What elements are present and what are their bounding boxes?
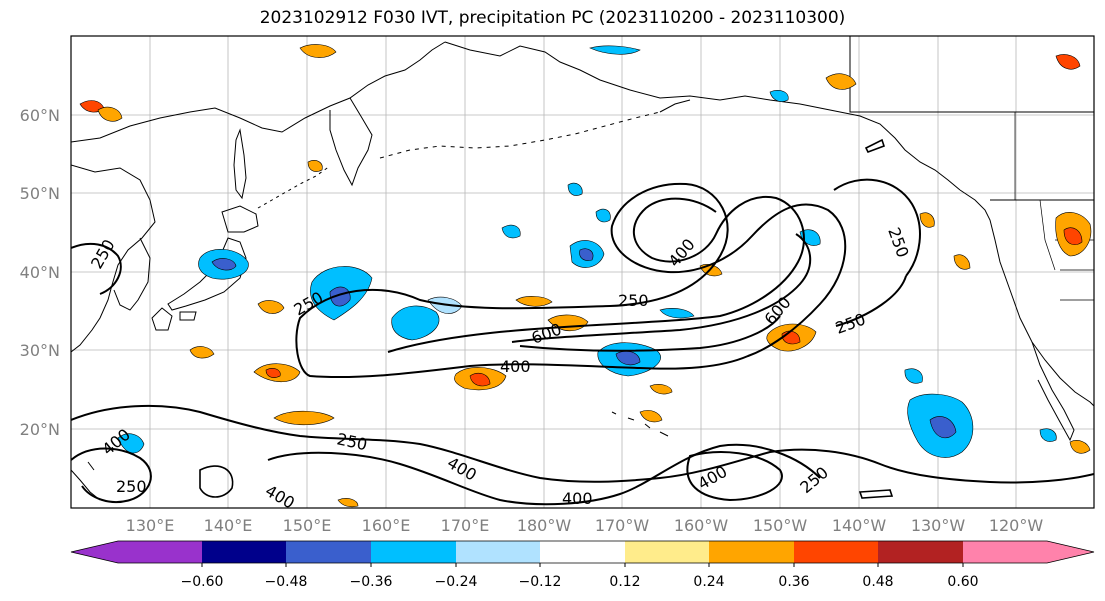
colorbar-extend-high: [1047, 541, 1094, 563]
lon-label: 160°W: [674, 516, 729, 535]
colorbar-segment: [371, 541, 456, 563]
colorbar-segment: [963, 541, 1047, 563]
lon-label: 180°W: [517, 516, 572, 535]
lat-label: 20°N: [20, 420, 60, 439]
lon-label: 140°W: [832, 516, 887, 535]
coastlines: [71, 36, 1094, 501]
colorbar-tick-labels: −0.60 −0.48 −0.36 −0.24 −0.12 0.12 0.24 …: [181, 574, 979, 590]
lon-label: 140°E: [204, 516, 253, 535]
colorbar-extend-low: [71, 541, 118, 563]
colorbar-outline: [70, 540, 1095, 564]
colorbar-tick-label: −0.36: [350, 574, 393, 590]
lon-label: 160°E: [362, 516, 411, 535]
colorbar-segment: [709, 541, 794, 563]
lat-label: 60°N: [20, 106, 60, 125]
colorbar-segment: [456, 541, 540, 563]
colorbar-segment: [286, 541, 371, 563]
lon-label: 130°W: [911, 516, 966, 535]
contour-label: 250: [618, 291, 649, 310]
colorbar-segment: [118, 541, 202, 563]
colorbar-segment: [540, 541, 625, 563]
colorbar-segment: [794, 541, 878, 563]
lon-label: 150°W: [753, 516, 808, 535]
ivt-contours: [71, 138, 1094, 506]
colorbar-tick-label: −0.12: [519, 574, 562, 590]
contour-label: 250: [116, 477, 147, 496]
colorbar-tick-label: 0.12: [609, 574, 640, 590]
contour-label: 400: [562, 489, 593, 508]
lat-label: 50°N: [20, 184, 60, 203]
lat-labels: 60°N 50°N 40°N 30°N 20°N: [20, 106, 60, 439]
lon-label: 170°W: [595, 516, 650, 535]
lat-label: 30°N: [20, 341, 60, 360]
lon-label: 150°E: [283, 516, 332, 535]
contour-label: 400: [500, 357, 531, 376]
colorbar-tick-label: −0.48: [265, 574, 308, 590]
colorbar-segment: [625, 541, 709, 563]
figure-title: 2023102912 F030 IVT, precipitation PC (2…: [259, 8, 846, 28]
lon-label: 130°E: [126, 516, 175, 535]
lon-label: 170°E: [441, 516, 490, 535]
colorbar-segment: [202, 541, 286, 563]
colorbar-tick-label: 0.36: [778, 574, 809, 590]
colorbar-tick-label: 0.24: [693, 574, 724, 590]
colorbar-tick-label: −0.24: [435, 574, 478, 590]
colorbar-tick-label: 0.48: [862, 574, 893, 590]
colorbar-tick-label: −0.60: [181, 574, 224, 590]
lat-label: 40°N: [20, 263, 60, 282]
lon-labels: 130°E 140°E 150°E 160°E 170°E 180°W 170°…: [126, 516, 1044, 535]
lon-label: 120°W: [989, 516, 1044, 535]
colorbar-tick-label: 0.60: [947, 574, 978, 590]
colorbar-segment: [878, 541, 963, 563]
map-border: [70, 35, 1095, 509]
colorbar: [70, 540, 1095, 567]
